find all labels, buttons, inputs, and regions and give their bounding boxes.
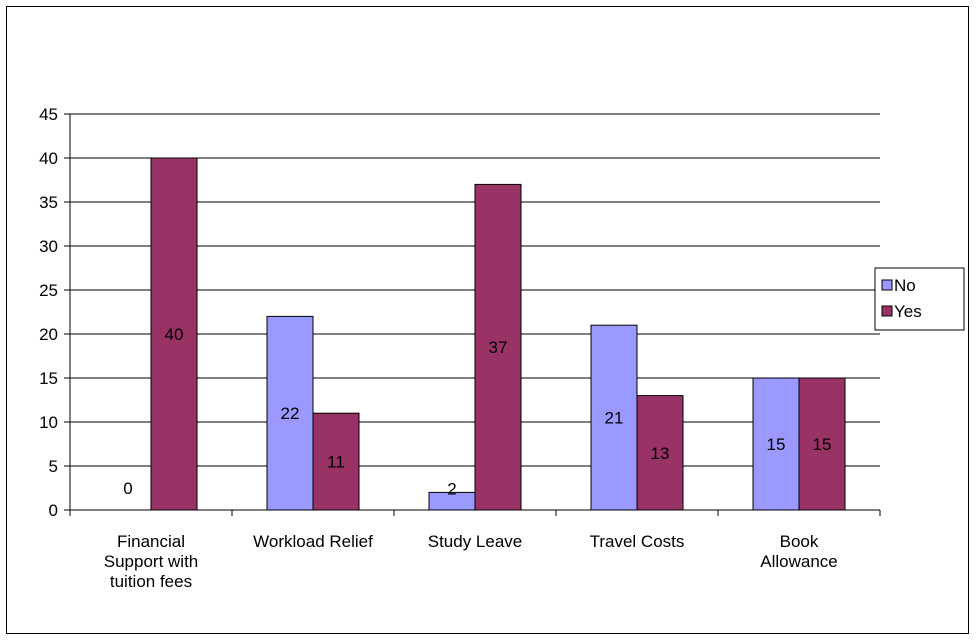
- data-label: 40: [165, 325, 184, 344]
- y-tick-label: 45: [39, 105, 58, 124]
- x-category-label-line: Travel Costs: [590, 532, 685, 551]
- data-label: 15: [813, 435, 832, 454]
- data-label: 0: [123, 479, 132, 498]
- x-category-label-line: Financial: [117, 532, 185, 551]
- x-category-label-line: tuition fees: [110, 572, 192, 591]
- legend-swatch-yes: [881, 305, 893, 317]
- y-tick-label: 40: [39, 149, 58, 168]
- y-tick-label: 5: [49, 457, 58, 476]
- x-category-label-line: Book: [780, 532, 819, 551]
- x-category-label: Travel Costs: [590, 532, 685, 551]
- x-category-label-line: Support with: [104, 552, 199, 571]
- legend-box: [874, 267, 965, 331]
- data-labels: 0 40 22 11 2 37 21 13 15 15: [123, 325, 831, 498]
- x-category-label: Workload Relief: [253, 532, 373, 551]
- y-tick-label: 20: [39, 325, 58, 344]
- x-category-label-line: Workload Relief: [253, 532, 373, 551]
- legend-swatch-no: [881, 279, 893, 291]
- y-tick-label: 0: [49, 501, 58, 520]
- legend-label-yes: Yes: [894, 302, 922, 321]
- bars: [150, 157, 846, 511]
- y-tick-label: 35: [39, 193, 58, 212]
- x-category-label: Financial Support with tuition fees: [104, 532, 199, 591]
- data-label: 11: [327, 453, 345, 472]
- data-label: 13: [651, 444, 670, 463]
- x-category-label-line: Study Leave: [428, 532, 523, 551]
- x-category-label-line: Allowance: [760, 552, 838, 571]
- y-tick-label: 25: [39, 281, 58, 300]
- data-label: 37: [489, 338, 508, 357]
- x-category-label: Book Allowance: [760, 532, 838, 571]
- data-label: 15: [767, 435, 786, 454]
- y-tick-label: 15: [39, 369, 58, 388]
- legend: No Yes: [874, 267, 965, 331]
- data-label: 21: [605, 409, 624, 428]
- bar-yes: [798, 377, 846, 511]
- legend-label-no: No: [894, 276, 916, 295]
- y-tick-label: 30: [39, 237, 58, 256]
- bar-yes: [636, 395, 684, 511]
- y-tick-label: 10: [39, 413, 58, 432]
- data-label: 2: [447, 479, 456, 498]
- data-label: 22: [281, 404, 300, 423]
- x-category-label: Study Leave: [428, 532, 523, 551]
